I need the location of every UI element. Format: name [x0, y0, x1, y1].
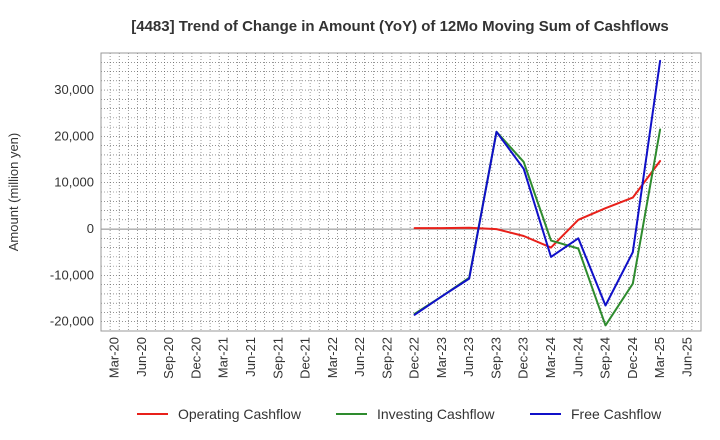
x-tick-label: Sep-22	[379, 337, 394, 379]
legend-label: Investing Cashflow	[377, 406, 495, 422]
x-tick-label: Jun-23	[461, 337, 476, 377]
y-axis-ticks: -20,000 -10,000 0 10,000 20,000 30,000	[50, 82, 94, 329]
x-tick-label: Mar-22	[325, 337, 340, 378]
chart-title: [4483] Trend of Change in Amount (YoY) o…	[131, 18, 669, 35]
x-tick-label: Mar-20	[107, 337, 122, 378]
x-tick-label: Mar-23	[434, 337, 449, 378]
x-tick-label: Dec-23	[516, 337, 531, 379]
x-tick-label: Jun-24	[570, 337, 585, 377]
y-tick-label: 30,000	[54, 82, 94, 97]
x-tick-label: Mar-21	[216, 337, 231, 378]
series	[413, 59, 662, 327]
series-line-operating-cashflow	[413, 160, 662, 249]
grid	[101, 53, 701, 331]
x-tick-label: Jun-21	[243, 337, 258, 377]
x-tick-label: Jun-25	[679, 337, 694, 377]
x-tick-label: Dec-20	[188, 337, 203, 379]
x-tick-label: Dec-21	[298, 337, 313, 379]
x-tick-label: Mar-25	[652, 337, 667, 378]
x-tick-label: Sep-20	[161, 337, 176, 379]
x-tick-label: Jun-22	[352, 337, 367, 377]
y-tick-label: 0	[87, 221, 94, 236]
x-axis-ticks: Mar-20 Jun-20 Sep-20 Dec-20 Mar-21 Jun-21 Sep-…	[107, 337, 695, 379]
legend-label: Operating Cashflow	[178, 406, 302, 422]
x-tick-label: Dec-24	[625, 337, 640, 379]
y-tick-label: 10,000	[54, 175, 94, 190]
plot-frame	[100, 52, 702, 332]
x-tick-label: Sep-21	[270, 337, 285, 379]
y-axis-label: Amount (million yen)	[6, 133, 21, 252]
y-tick-label: -20,000	[50, 314, 94, 329]
legend: Operating Cashflow Investing Cashflow Free…	[137, 406, 662, 422]
x-tick-label: Dec-22	[407, 337, 422, 379]
x-tick-label: Jun-20	[134, 337, 149, 377]
y-tick-label: -10,000	[50, 267, 94, 282]
x-tick-label: Sep-23	[488, 337, 503, 379]
legend-label: Free Cashflow	[571, 406, 662, 422]
series-line-free-cashflow	[413, 59, 662, 316]
x-tick-label: Sep-24	[598, 337, 613, 379]
y-tick-label: 20,000	[54, 128, 94, 143]
x-tick-label: Mar-24	[543, 337, 558, 378]
